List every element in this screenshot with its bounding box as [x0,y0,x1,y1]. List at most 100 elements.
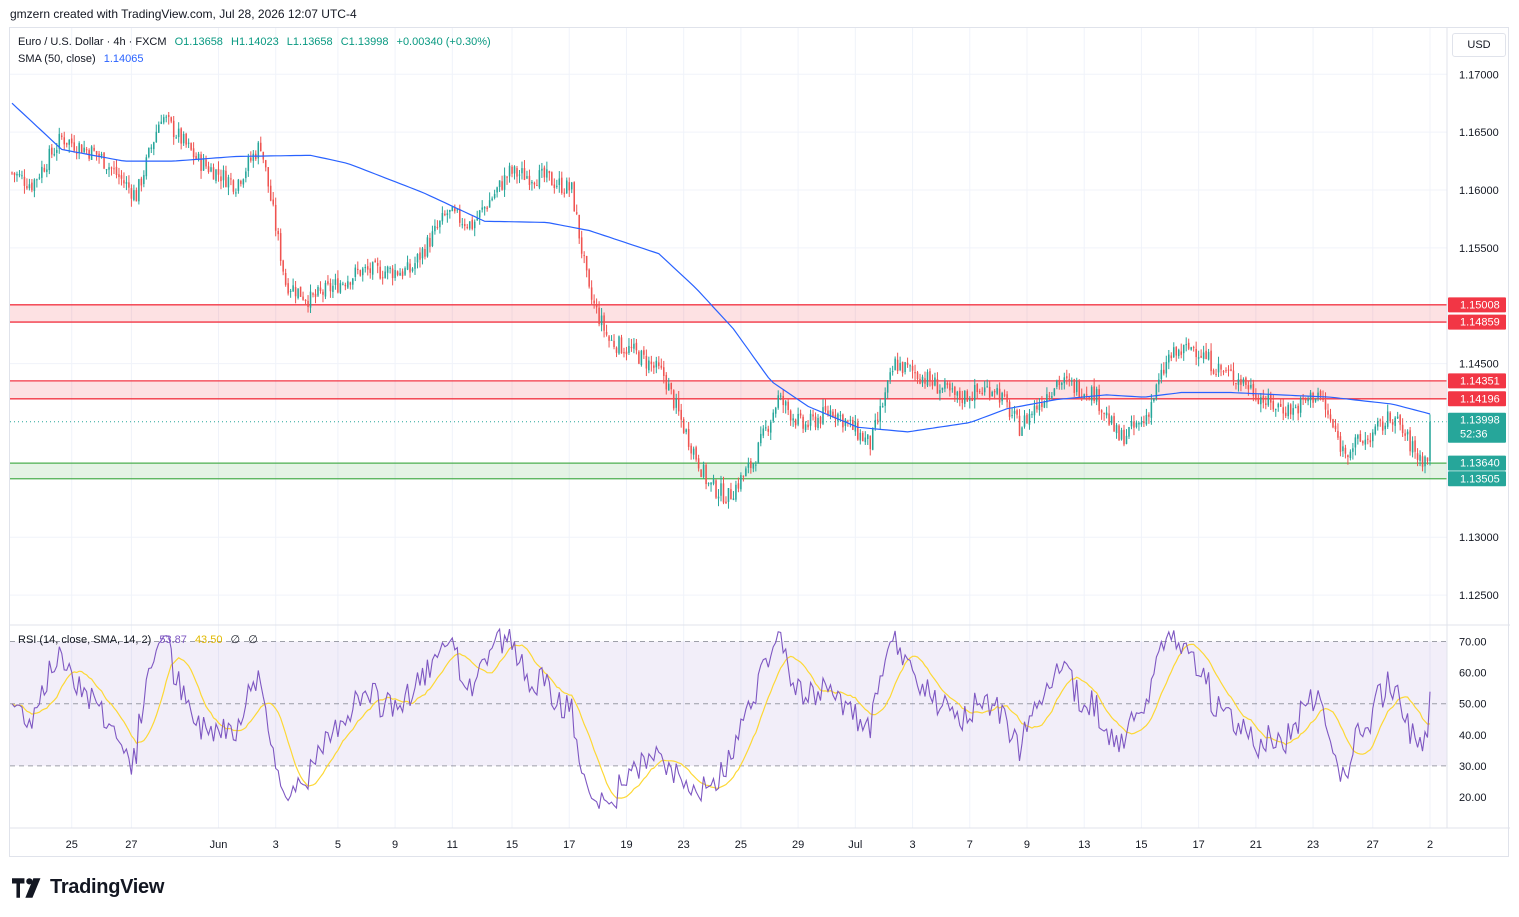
candle-body [964,390,966,404]
rsi-axis-tick: 40.00 [1459,730,1487,742]
candle-body [516,168,518,177]
candle-body [451,206,454,212]
candle-body [421,248,424,259]
candle-body [628,345,630,353]
candle-body [18,174,21,176]
candle-body [978,391,981,393]
candle-body [1384,425,1386,430]
candle-body [765,427,767,429]
candle-body [812,414,814,417]
candle-body [1073,379,1076,393]
candle-body [1245,377,1247,385]
candle-body [264,160,267,168]
candle-body [319,287,322,291]
candle-body [197,153,200,160]
candle-body [506,176,508,178]
candle-body [533,182,536,185]
candle-body [237,179,240,191]
candle-body [26,186,28,189]
candle-body [563,192,566,194]
candle-body [1170,355,1173,359]
candle-body [894,358,896,371]
candle-body [588,269,590,287]
candle-body [1053,388,1056,396]
candle-body [473,221,476,229]
candle-body [257,142,260,159]
candle-body [1148,414,1150,417]
rsi-legend[interactable]: RSI (14, close, SMA, 14, 2) 53.87 43.50 … [18,633,263,646]
symbol-legend[interactable]: Euro / U.S. Dollar · 4h · FXCM O1.13658 … [18,36,496,48]
candle-body [687,429,690,447]
candle-body [60,135,63,137]
candle-body [1115,425,1118,434]
candle-body [847,420,849,422]
candle-body [849,419,852,421]
price-axis-tick: 1.17000 [1459,69,1499,81]
candle-body [658,362,660,366]
candle-body [386,266,389,273]
candle-body [133,190,135,200]
zones-layer [10,304,1447,480]
candle-body [1277,403,1280,408]
time-axis-tick: 3 [273,839,279,851]
candle-body [705,464,707,485]
price-axis-tick: 1.15500 [1459,243,1499,255]
candle-body [135,190,138,202]
candle-body [715,480,717,498]
candle-body [342,283,344,285]
candle-body [466,226,469,228]
candle-body [799,413,802,416]
candle-body [600,315,603,326]
candle-body [558,178,561,186]
candle-body [1041,403,1043,407]
price-label-text: 1.13640 [1460,458,1500,470]
candle-body [1409,430,1411,452]
candle-body [834,414,837,420]
candle-body [1429,421,1431,462]
candle-body [590,287,593,300]
candle-body [170,117,172,122]
candle-body [70,138,73,144]
candle-body [364,267,367,269]
candle-body [379,266,381,279]
candle-body [700,469,702,477]
candle-body [1237,379,1240,385]
time-axis-tick: 23 [1307,839,1319,851]
candle-body [730,489,732,500]
candle-body [217,169,220,175]
candle-body [1177,349,1180,356]
candle-body [401,271,404,277]
candle-body [608,336,610,341]
rsi-band-fill [10,641,1447,766]
candle-body [536,185,538,187]
candle-body [1153,398,1155,401]
candle-body [324,282,327,297]
candle-body [16,173,18,176]
candle-body [1006,394,1008,403]
candle-body [871,427,874,450]
candle-body [792,418,794,421]
currency-button[interactable]: USD [1452,33,1506,57]
chart-canvas[interactable]: 1.17000 1.16500 1.16000 1.15500 1.14500 1.130… [10,28,1510,858]
candle-body [1168,354,1170,363]
candle-body [277,231,279,235]
sma-legend[interactable]: SMA (50, close) 1.14065 [18,53,148,65]
candle-body [376,262,379,266]
candle-body [1386,411,1389,427]
candle-body [1292,408,1294,415]
candle-body [1252,383,1255,396]
candle-body [1372,432,1374,442]
candle-body [202,158,205,171]
candle-body [546,169,548,178]
price-label-box [1448,314,1506,330]
candle-body [359,270,362,276]
candle-body [384,271,386,278]
candle-body [312,293,314,295]
tradingview-logo[interactable]: TradingView [12,876,164,899]
candle-body [409,263,411,273]
candle-body [573,182,575,212]
candle-body [13,172,16,176]
candle-body [207,166,210,173]
candle-body [140,178,143,186]
candle-body [1257,398,1260,404]
